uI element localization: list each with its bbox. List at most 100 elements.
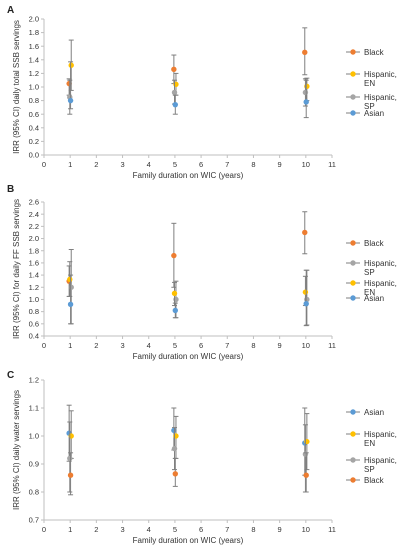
y-tick-label: 2.0 xyxy=(29,15,39,24)
legend-item: Hispanic, EN xyxy=(346,430,397,448)
y-tick-label: 0.2 xyxy=(29,137,39,146)
legend-item: Hispanic, EN xyxy=(346,70,397,88)
y-tick-label: 1.8 xyxy=(29,246,39,255)
x-tick-label: 3 xyxy=(120,160,124,169)
series-hispanic-sp xyxy=(68,249,310,326)
x-tick-label: 1 xyxy=(68,341,72,350)
series-hispanic-en xyxy=(68,39,310,102)
legend-marker xyxy=(350,409,356,415)
data-point xyxy=(302,289,309,295)
x-tick-label: 8 xyxy=(251,341,255,350)
x-tick-label: 9 xyxy=(278,160,282,169)
legend-label-line: Hispanic, xyxy=(364,456,397,465)
legend-label-line: Hispanic, xyxy=(364,430,397,439)
data-point xyxy=(171,290,178,297)
y-tick-label: 1.2 xyxy=(29,283,39,292)
y-tick-label: 2.0 xyxy=(29,234,39,243)
x-tick-label: 11 xyxy=(328,160,336,169)
x-tick-label: 4 xyxy=(147,525,151,534)
legend-marker xyxy=(350,260,356,266)
y-tick-label: 1.0 xyxy=(29,295,39,304)
y-tick-label: 0.7 xyxy=(29,516,39,525)
legend-label-line: SP xyxy=(364,102,375,111)
y-tick-label: 1.0 xyxy=(29,83,39,92)
legend-label: Hispanic, EN xyxy=(364,279,397,297)
y-tick-label: 1.1 xyxy=(29,404,39,413)
legend-marker xyxy=(350,240,356,246)
series-hispanic-sp xyxy=(67,421,309,493)
data-point xyxy=(303,472,309,478)
legend-label-line: Hispanic, xyxy=(364,259,397,268)
data-point xyxy=(171,445,178,452)
x-tick-label: 7 xyxy=(225,160,229,169)
y-tick-label: 2.6 xyxy=(29,198,39,207)
legend-label-line: Hispanic, xyxy=(364,70,397,79)
legend-label: Asian xyxy=(364,408,384,417)
x-tick-label: 8 xyxy=(251,525,255,534)
x-tick-label: 5 xyxy=(173,525,177,534)
x-tick-label: 8 xyxy=(251,160,255,169)
x-tick-label: 11 xyxy=(328,341,336,350)
data-point xyxy=(171,89,178,96)
y-tick-label: 1.2 xyxy=(29,69,39,78)
x-tick-label: 2 xyxy=(94,525,98,534)
legend-item: Black xyxy=(346,239,385,248)
legend-label: Hispanic, SP xyxy=(364,456,397,474)
legend-marker xyxy=(350,280,356,286)
data-point xyxy=(171,427,177,434)
legend-label-line: EN xyxy=(364,439,375,448)
legend-marker xyxy=(350,110,356,116)
data-point xyxy=(302,49,308,56)
data-point xyxy=(172,471,179,477)
y-tick-label: 2.4 xyxy=(29,210,39,219)
legend-label-line: Hispanic, xyxy=(364,93,397,102)
series-black xyxy=(67,452,309,496)
data-point xyxy=(67,97,74,104)
x-tick-label: 10 xyxy=(302,341,310,350)
legend-item: Hispanic, SP xyxy=(346,259,397,277)
panel-label: A xyxy=(7,5,14,16)
legend-label-line: Hispanic, xyxy=(364,279,397,288)
y-tick-label: 0.0 xyxy=(29,151,39,160)
data-point xyxy=(67,301,74,308)
data-point xyxy=(303,99,309,105)
legend-marker xyxy=(350,431,356,437)
series-asian xyxy=(67,269,309,327)
x-tick-label: 2 xyxy=(94,160,98,169)
legend-item: Hispanic, SP xyxy=(346,456,397,474)
legend-label: Black xyxy=(364,239,385,248)
x-tick-label: 3 xyxy=(120,525,124,534)
legend-label: Hispanic, EN xyxy=(364,70,397,88)
y-tick-label: 1.6 xyxy=(29,259,39,268)
series-hispanic-en xyxy=(67,261,309,307)
panel-label: B xyxy=(7,184,14,195)
panel-a: A 0.0 0.2 0.4 0.6 0.8 1.0 1.2 1.4 1.6 1.8 2.0 0 1 2 3 4 5… xyxy=(7,5,397,180)
legend-label: Black xyxy=(364,476,385,485)
data-point xyxy=(171,66,177,73)
x-tick-label: 5 xyxy=(173,341,177,350)
x-tick-label: 7 xyxy=(225,341,229,350)
x-axis-label: Family duration on WIC (years) xyxy=(133,171,244,180)
x-tick-label: 3 xyxy=(120,341,124,350)
series-asian xyxy=(66,404,308,476)
legend-item: Black xyxy=(346,48,385,57)
series-hispanic-en xyxy=(68,410,310,471)
x-tick-label: 0 xyxy=(42,525,46,534)
x-tick-label: 4 xyxy=(147,341,151,350)
data-point xyxy=(171,252,177,259)
y-tick-label: 1.4 xyxy=(29,271,39,280)
y-tick-label: 1.8 xyxy=(29,28,39,37)
y-tick-label: 2.2 xyxy=(29,222,39,231)
legend-marker xyxy=(350,94,356,100)
x-tick-label: 5 xyxy=(173,160,177,169)
x-tick-label: 6 xyxy=(199,341,203,350)
y-tick-label: 0.8 xyxy=(29,96,39,105)
y-tick-label: 1.4 xyxy=(29,55,39,64)
y-tick-label: 0.8 xyxy=(29,307,39,316)
y-tick-label: 0.6 xyxy=(29,110,39,119)
legend-item: Asian xyxy=(346,109,384,118)
panel-b: B 0.4 0.6 0.8 1.0 1.2 1.4 1.6 1.8 2.0 2.2 2.4 2.6 0 1 2… xyxy=(7,184,397,361)
y-tick-label: 0.9 xyxy=(29,460,39,469)
